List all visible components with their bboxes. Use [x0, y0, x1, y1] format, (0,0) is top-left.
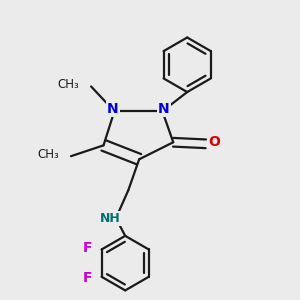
Text: CH₃: CH₃	[58, 78, 79, 92]
Text: CH₃: CH₃	[38, 148, 59, 161]
Text: NH: NH	[100, 212, 121, 225]
Text: N: N	[107, 102, 118, 116]
Text: F: F	[83, 271, 92, 285]
Text: N: N	[158, 102, 170, 116]
Text: F: F	[83, 241, 92, 255]
Text: O: O	[208, 135, 220, 149]
